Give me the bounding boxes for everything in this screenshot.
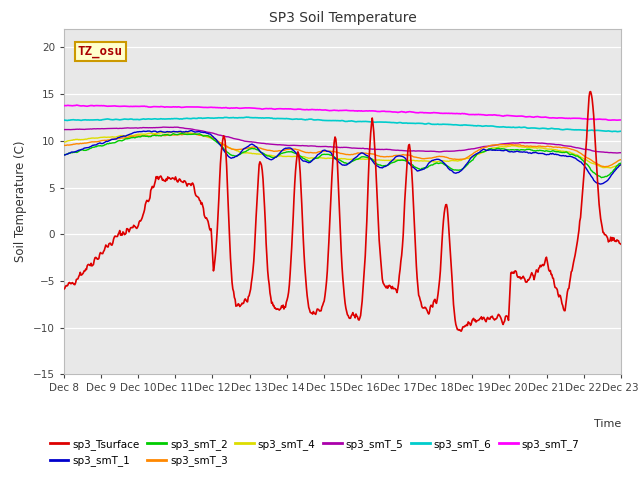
- Text: Time: Time: [593, 420, 621, 429]
- Legend: sp3_Tsurface, sp3_smT_1, sp3_smT_2, sp3_smT_3, sp3_smT_4, sp3_smT_5, sp3_smT_6, : sp3_Tsurface, sp3_smT_1, sp3_smT_2, sp3_…: [45, 435, 584, 470]
- Title: SP3 Soil Temperature: SP3 Soil Temperature: [269, 11, 416, 25]
- Text: TZ_osu: TZ_osu: [78, 45, 123, 58]
- Y-axis label: Soil Temperature (C): Soil Temperature (C): [15, 141, 28, 263]
